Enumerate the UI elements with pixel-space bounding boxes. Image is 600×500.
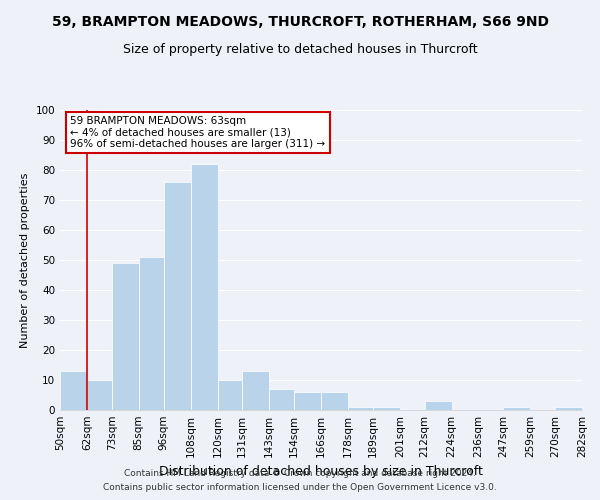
Bar	[191, 164, 218, 410]
Bar	[112, 263, 139, 410]
Bar	[242, 371, 269, 410]
Bar	[60, 371, 87, 410]
Bar	[218, 380, 242, 410]
Bar	[294, 392, 321, 410]
Y-axis label: Number of detached properties: Number of detached properties	[20, 172, 30, 348]
Text: Contains public sector information licensed under the Open Government Licence v3: Contains public sector information licen…	[103, 484, 497, 492]
Text: 59 BRAMPTON MEADOWS: 63sqm
← 4% of detached houses are smaller (13)
96% of semi-: 59 BRAMPTON MEADOWS: 63sqm ← 4% of detac…	[70, 116, 326, 149]
Bar	[87, 380, 112, 410]
Text: Contains HM Land Registry data © Crown copyright and database right 2024.: Contains HM Land Registry data © Crown c…	[124, 468, 476, 477]
X-axis label: Distribution of detached houses by size in Thurcroft: Distribution of detached houses by size …	[159, 466, 483, 478]
Bar	[139, 257, 163, 410]
Text: 59, BRAMPTON MEADOWS, THURCROFT, ROTHERHAM, S66 9ND: 59, BRAMPTON MEADOWS, THURCROFT, ROTHERH…	[52, 15, 548, 29]
Bar	[503, 407, 530, 410]
Bar	[425, 401, 452, 410]
Bar	[269, 389, 294, 410]
Bar	[321, 392, 348, 410]
Bar	[373, 407, 400, 410]
Bar	[555, 407, 582, 410]
Text: Size of property relative to detached houses in Thurcroft: Size of property relative to detached ho…	[122, 42, 478, 56]
Bar	[348, 407, 373, 410]
Bar	[163, 182, 191, 410]
